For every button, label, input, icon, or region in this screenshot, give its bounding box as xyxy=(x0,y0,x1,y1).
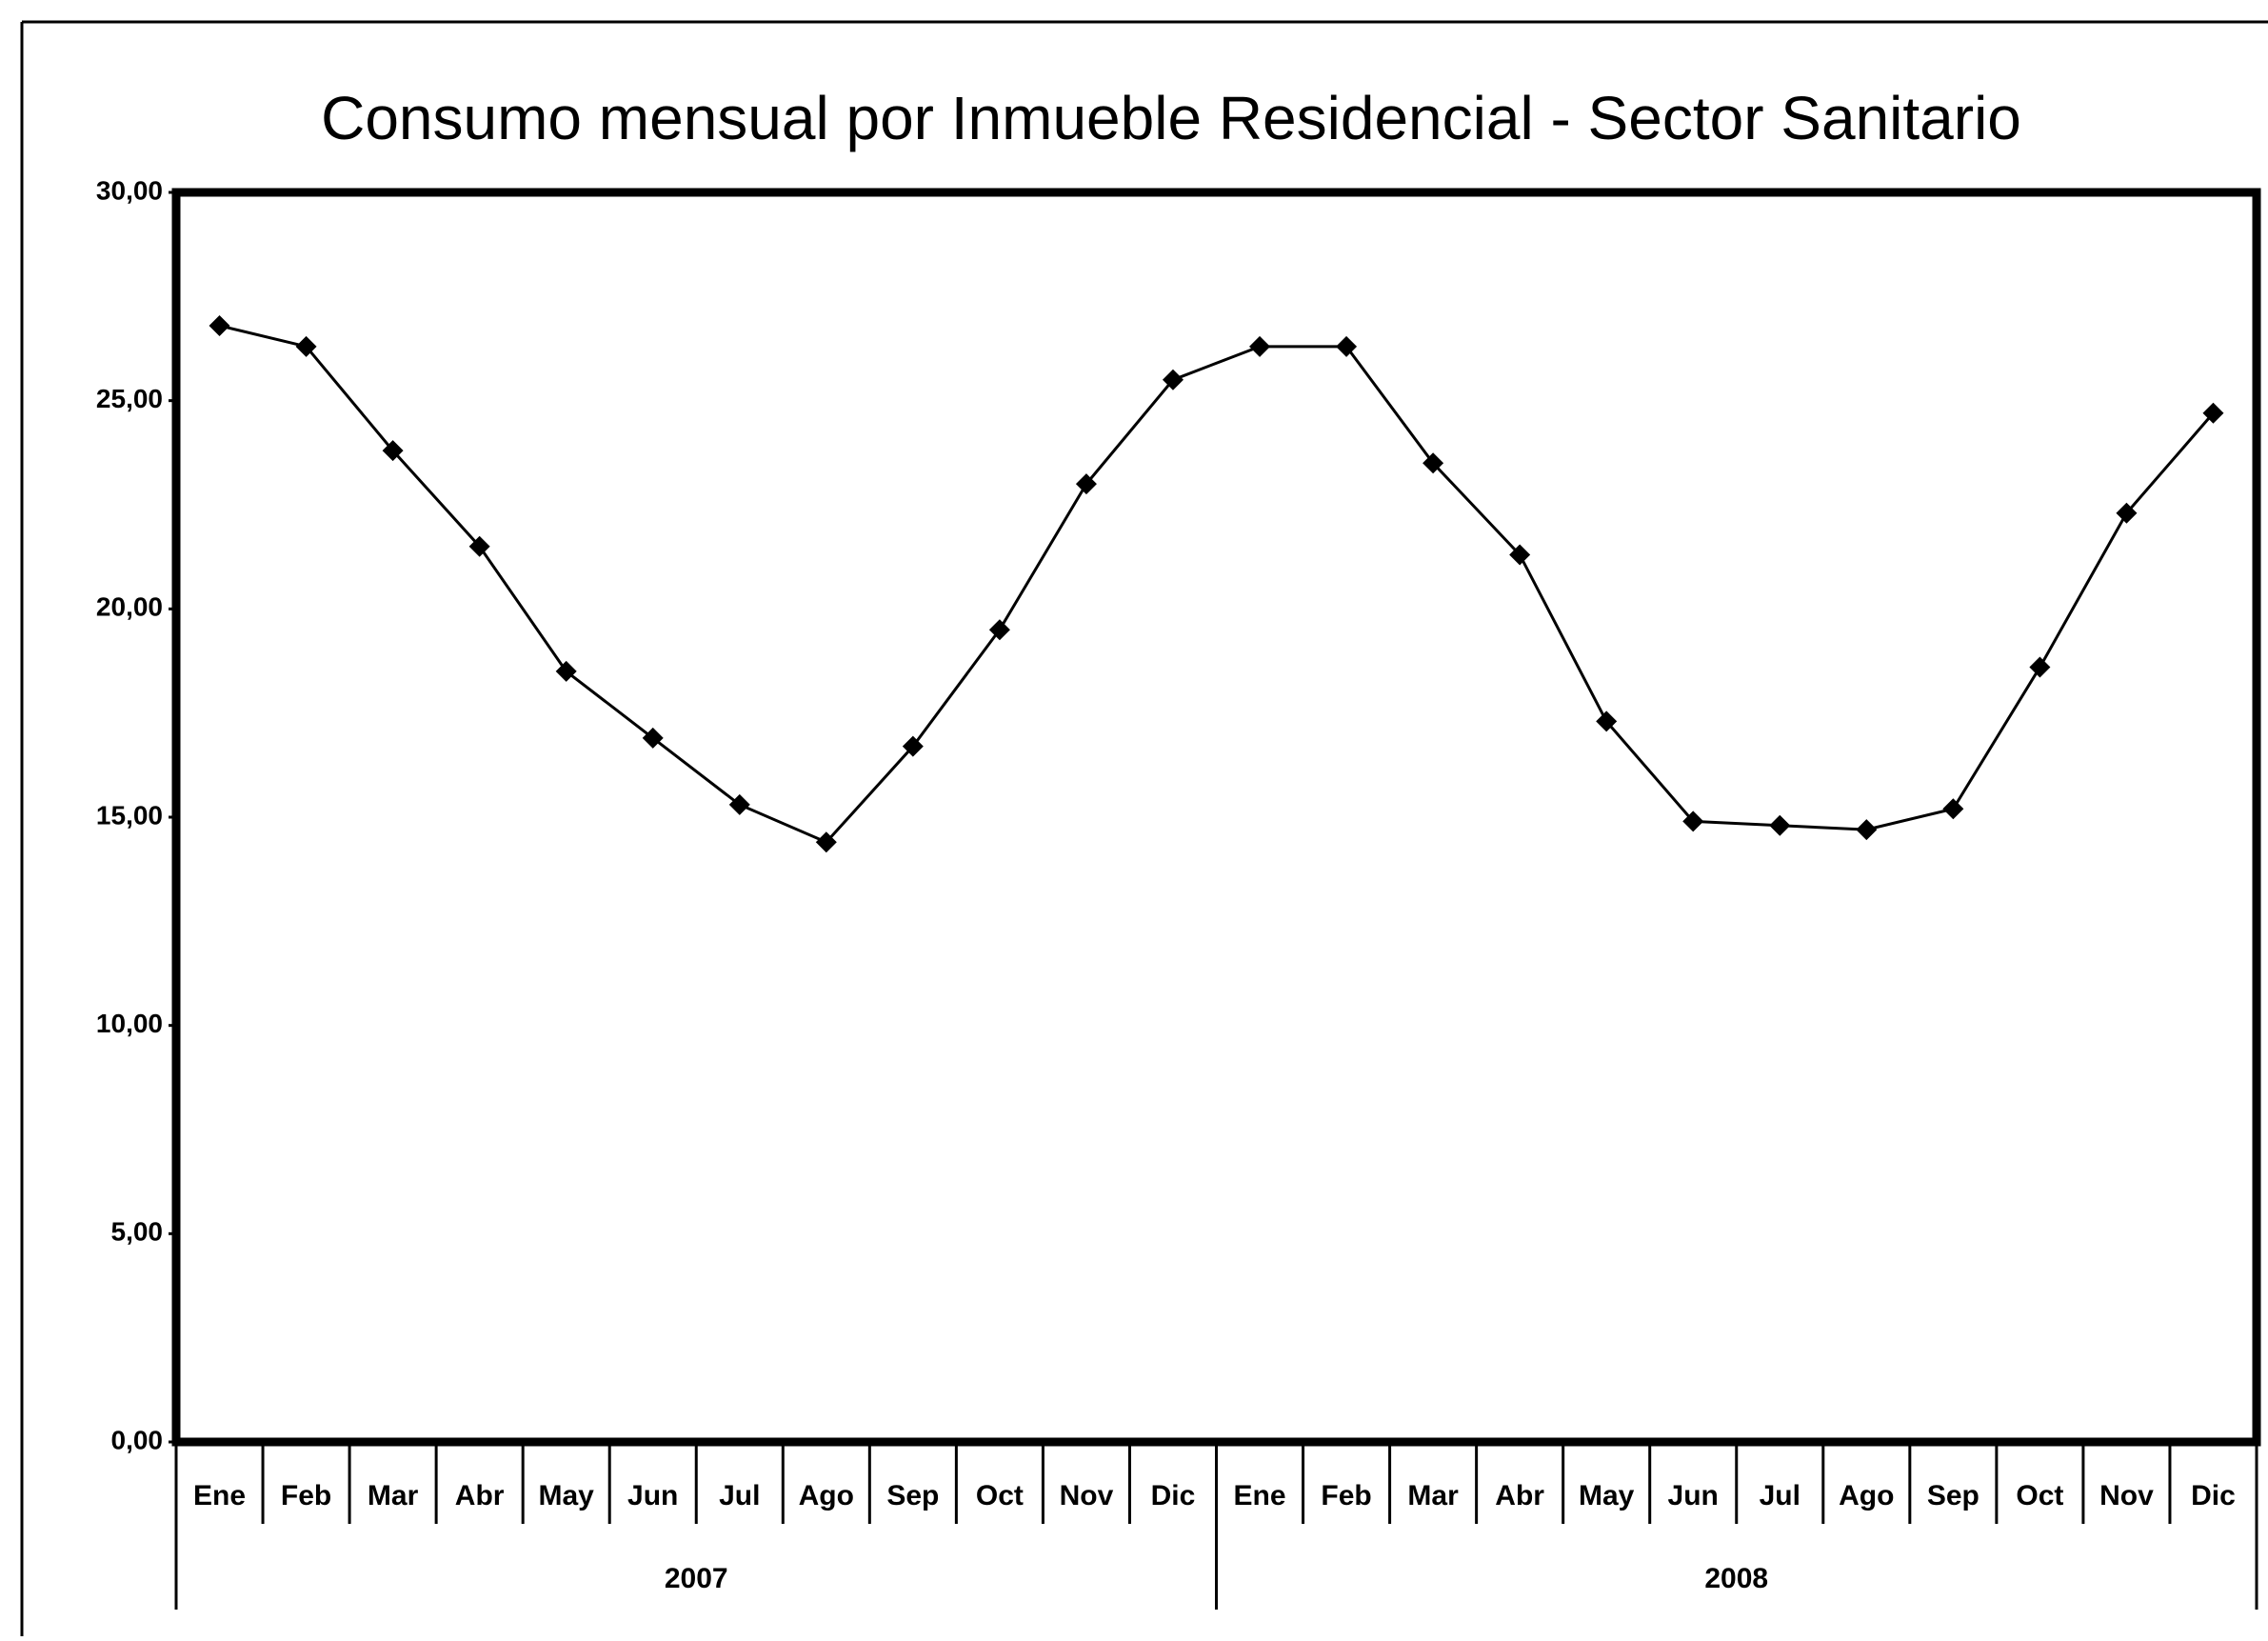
x-tick-label: Dic xyxy=(2191,1480,2236,1511)
x-tick-label: Mar xyxy=(368,1480,419,1511)
x-tick-label: Oct xyxy=(976,1480,1024,1511)
group-label: 2007 xyxy=(665,1563,728,1594)
x-tick-label: Ene xyxy=(193,1480,246,1511)
data-marker xyxy=(1769,814,1791,836)
x-tick-label: Feb xyxy=(281,1480,331,1511)
data-marker xyxy=(468,535,490,557)
chart-title: Consumo mensual por Inmueble Residencial… xyxy=(321,84,2021,152)
x-tick-label: May xyxy=(539,1480,595,1511)
data-marker xyxy=(1856,819,1878,841)
data-marker xyxy=(1162,369,1184,390)
data-marker xyxy=(295,335,317,357)
x-tick-label: Ago xyxy=(1839,1480,1894,1511)
x-tick-label: Feb xyxy=(1321,1480,1371,1511)
data-marker xyxy=(1422,452,1444,474)
data-marker xyxy=(1509,544,1531,566)
data-marker xyxy=(2202,402,2224,424)
data-marker xyxy=(555,660,577,682)
y-tick-label: 30,00 xyxy=(96,175,163,205)
y-tick-label: 15,00 xyxy=(96,800,163,830)
data-marker xyxy=(1249,335,1271,357)
x-tick-label: Jul xyxy=(719,1480,760,1511)
y-tick-label: 20,00 xyxy=(96,592,163,622)
x-tick-label: Jun xyxy=(627,1480,678,1511)
y-tick-label: 0,00 xyxy=(111,1425,164,1454)
data-marker xyxy=(2116,502,2138,524)
data-marker xyxy=(1336,335,1358,357)
y-tick-label: 10,00 xyxy=(96,1009,163,1038)
data-line xyxy=(219,324,2215,845)
x-tick-label: Abr xyxy=(1495,1480,1544,1511)
data-marker xyxy=(1596,710,1618,732)
data-marker xyxy=(1075,473,1097,495)
data-marker xyxy=(209,314,230,336)
x-tick-label: Sep xyxy=(886,1480,939,1511)
plot-area xyxy=(171,188,2261,1447)
y-tick-label: 5,00 xyxy=(111,1217,164,1247)
x-tick-label: Jun xyxy=(1668,1480,1719,1511)
data-marker xyxy=(642,727,664,749)
data-marker xyxy=(728,793,750,815)
x-tick-label: Sep xyxy=(1927,1480,1980,1511)
data-marker xyxy=(988,619,1010,641)
x-tick-label: Mar xyxy=(1407,1480,1459,1511)
data-marker xyxy=(1942,798,1964,820)
x-tick-label: May xyxy=(1579,1480,1635,1511)
x-tick-label: Oct xyxy=(2016,1480,2063,1511)
data-marker xyxy=(2029,656,2051,678)
data-marker xyxy=(1682,810,1704,832)
x-tick-label: Ago xyxy=(799,1480,854,1511)
x-tick-label: Dic xyxy=(1151,1480,1196,1511)
x-tick-label: Jul xyxy=(1760,1480,1800,1511)
data-marker xyxy=(815,831,837,853)
y-tick-label: 25,00 xyxy=(96,384,163,413)
data-marker xyxy=(382,440,404,462)
data-marker xyxy=(902,735,924,757)
x-tick-label: Abr xyxy=(455,1480,505,1511)
x-tick-label: Nov xyxy=(2099,1480,2154,1511)
x-tick-label: Ene xyxy=(1234,1480,1286,1511)
group-label: 2008 xyxy=(1704,1563,1768,1594)
x-tick-label: Nov xyxy=(1060,1480,1114,1511)
